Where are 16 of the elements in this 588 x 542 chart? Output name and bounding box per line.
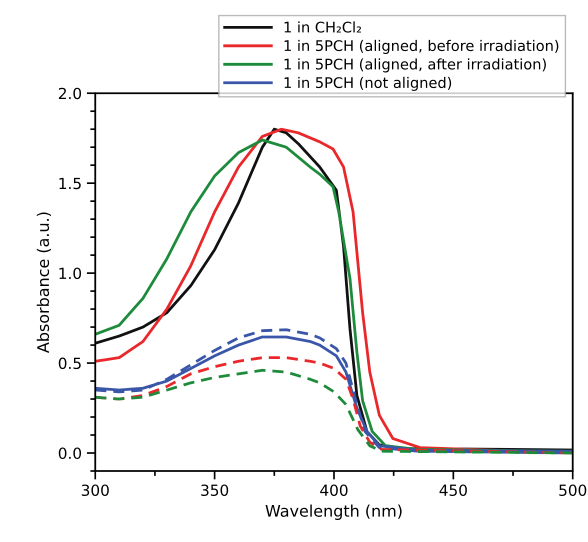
legend-label: 1 in CH₂Cl₂: [284, 21, 361, 33]
x-axis-title: Wavelength (nm): [266, 504, 402, 520]
legend-label: 1 in 5PCH (aligned, after irradiation): [284, 58, 546, 72]
x-tick-label: 400: [320, 484, 348, 496]
legend-label: 1 in 5PCH (not aligned): [284, 76, 452, 91]
x-tick-label: 350: [201, 484, 228, 496]
y-tick-label: 0.5: [58, 358, 81, 370]
y-tick-label: 1.0: [59, 268, 82, 280]
x-tick-label: 450: [440, 484, 467, 496]
x-tick-label: 500: [559, 484, 586, 496]
y-tick-label: 0.0: [58, 447, 82, 460]
y-axis-title: Absorbance (a.u.): [36, 212, 51, 353]
x-tick-label: 300: [82, 484, 109, 496]
y-tick-label: 2.0: [58, 88, 82, 100]
legend-label: 1 in 5PCH (aligned, before irradiation): [284, 40, 558, 54]
y-tick-label: 1.5: [59, 178, 81, 190]
